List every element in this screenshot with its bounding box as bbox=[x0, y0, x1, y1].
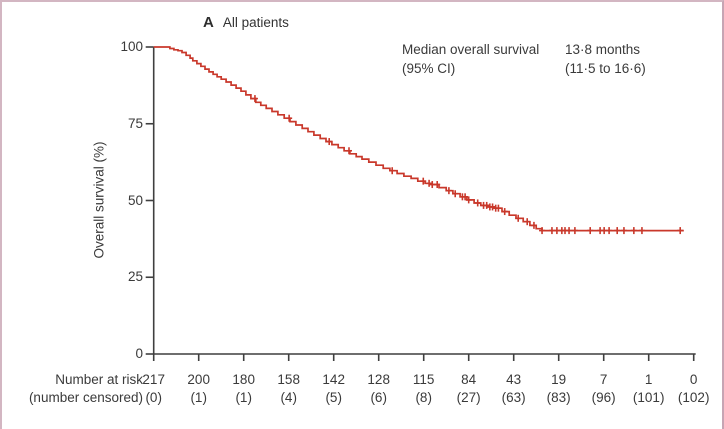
number-at-risk-value: 115 bbox=[412, 372, 435, 387]
number-censored-value: (102) bbox=[677, 390, 710, 405]
number-censored-value: (63) bbox=[501, 390, 526, 405]
y-tick-label: 50 bbox=[127, 192, 143, 208]
panel-title-row: A All patients bbox=[203, 14, 289, 31]
annotation-value-line1: 13·8 months bbox=[565, 42, 641, 57]
number-at-risk-value: 128 bbox=[367, 372, 390, 387]
number-at-risk-value: 19 bbox=[551, 372, 567, 387]
km-survival-curve bbox=[153, 46, 684, 232]
number-censored-value: (27) bbox=[456, 390, 481, 405]
median-survival-annotation: Median overall survival 13·8 months (95%… bbox=[402, 41, 646, 78]
number-censored-value: (4) bbox=[280, 390, 297, 405]
annotation-label-line2: (95% CI) bbox=[402, 60, 456, 76]
number-at-risk-value: 0 bbox=[689, 372, 698, 387]
y-tick-label: 25 bbox=[127, 269, 143, 285]
y-tick-label: 75 bbox=[127, 115, 143, 131]
number-censored-value: (96) bbox=[591, 390, 616, 405]
number-censored-label: (number censored) bbox=[28, 390, 143, 405]
panel-label: A bbox=[203, 14, 214, 31]
y-tick-label: 0 bbox=[135, 346, 143, 361]
annotation-value-line2: (11·5 to 16·6) bbox=[565, 60, 646, 76]
number-censored-value: (6) bbox=[370, 390, 387, 405]
number-censored-value: (1) bbox=[190, 390, 207, 405]
number-censored-value: (5) bbox=[325, 390, 342, 405]
number-at-risk-value: 158 bbox=[277, 372, 300, 387]
number-at-risk-value: 217 bbox=[142, 372, 165, 387]
number-at-risk-value: 200 bbox=[187, 372, 210, 387]
number-at-risk-value: 7 bbox=[599, 372, 608, 387]
number-censored-value: (1) bbox=[235, 390, 252, 405]
y-axis-label: Overall survival (%) bbox=[91, 141, 107, 259]
number-censored-value: (8) bbox=[415, 390, 432, 405]
annotation-label-line1: Median overall survival bbox=[402, 42, 540, 57]
number-at-risk-value: 1 bbox=[644, 372, 653, 387]
y-tick-label: 100 bbox=[120, 39, 143, 54]
number-at-risk-label: Number at risk bbox=[55, 372, 143, 387]
number-at-risk-value: 142 bbox=[322, 372, 345, 387]
panel-title: All patients bbox=[222, 15, 289, 30]
number-censored-value: (101) bbox=[632, 390, 665, 405]
number-censored-value: (83) bbox=[546, 390, 571, 405]
number-at-risk-value: 84 bbox=[461, 372, 477, 387]
number-censored-value: (0) bbox=[145, 390, 162, 405]
number-at-risk-value: 43 bbox=[506, 372, 522, 387]
number-at-risk-value: 180 bbox=[232, 372, 255, 387]
